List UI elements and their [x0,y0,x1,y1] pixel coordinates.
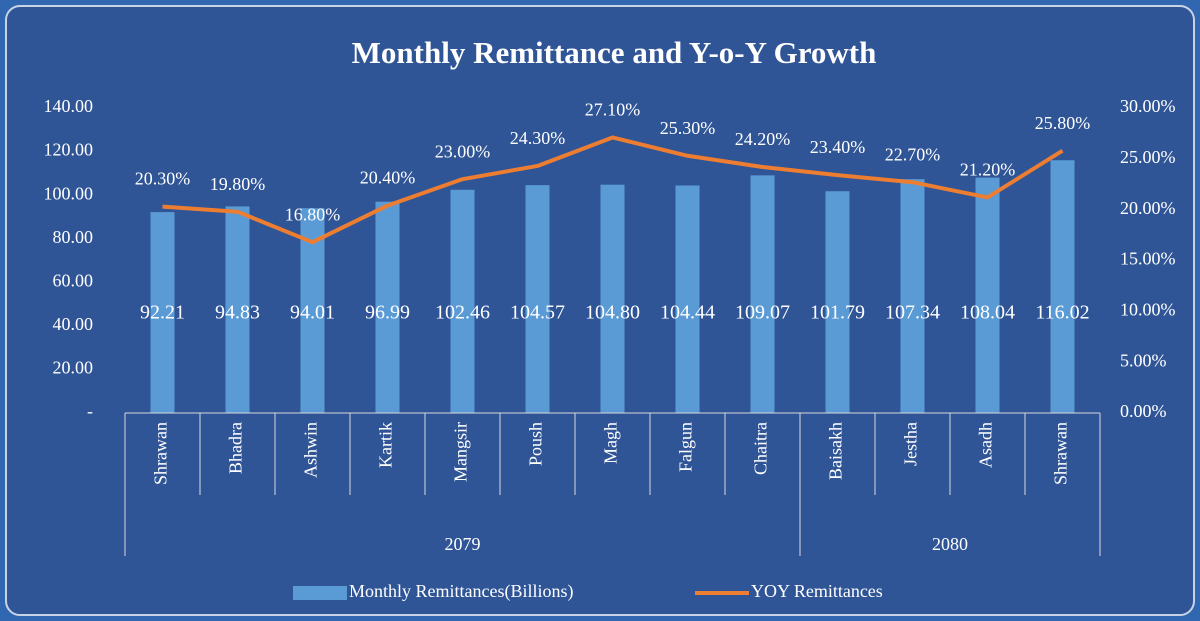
y-tick-label: 100.00 [44,183,94,203]
x-tick-label: Kartik [376,422,396,468]
y2-tick-label: 15.00% [1120,249,1176,269]
line [162,135,1064,245]
line-value-label: 24.20% [735,129,791,149]
group-label: 2080 [932,534,968,554]
bar-value-label: 109.07 [735,302,790,324]
y-tick-label: 80.00 [53,227,94,247]
bar [750,175,775,413]
y-tick-label: 20.00 [53,358,94,378]
bar [150,212,175,413]
x-tick-label: Magh [601,422,621,464]
bar-value-label: 101.79 [810,302,865,324]
bar [600,184,625,413]
bar [450,189,475,413]
bar [975,177,1000,413]
bar [375,201,400,413]
x-tick-label: Chaitra [751,422,771,475]
x-tick-label: Shrawan [1051,422,1071,485]
bar-value-label: 92.21 [140,302,185,324]
line-value-label: 24.30% [510,128,566,148]
y2-tick-label: 0.00% [1120,401,1167,421]
line-value-label: 25.30% [660,118,716,138]
y2-tick-label: 30.00% [1120,96,1176,116]
x-tick-label: Bhadra [226,422,246,474]
x-tick-label: Poush [526,422,546,466]
bar-value-label: 104.80 [585,302,640,324]
x-tick-label: Jestha [901,422,921,466]
bar-value-label: 104.44 [660,302,715,324]
legend-label: Monthly Remittances(Billions) [349,581,573,602]
y-tick-label: - [87,401,93,421]
y-tick-label: 120.00 [44,140,94,160]
y-tick-label: 140.00 [44,96,94,116]
bar-value-label: 94.83 [215,302,260,324]
y2-tick-label: 25.00% [1120,147,1176,167]
line-value-label: 23.00% [435,141,491,161]
x-tick-label: Ashwin [301,422,321,478]
line-value-label: 16.80% [285,204,341,224]
x-tick-label: Asadh [976,422,996,468]
line-value-label: 25.80% [1035,113,1091,133]
line-value-label: 27.10% [585,100,641,120]
y2-tick-label: 5.00% [1120,350,1167,370]
bar [900,179,925,413]
bar [825,191,850,413]
bar [1050,160,1075,413]
panel [5,5,1195,616]
line-value-label: 19.80% [210,174,266,194]
bar-value-label: 107.34 [885,302,940,324]
group-label: 2079 [445,534,481,554]
x-tick-label: Mangsir [451,422,471,482]
y-tick-label: 40.00 [53,314,94,334]
line-value-label: 20.30% [135,169,191,189]
legend-swatch [293,586,347,600]
y-tick-label: 60.00 [53,270,94,290]
bar-value-label: 102.46 [435,302,490,324]
bar-value-label: 108.04 [960,302,1015,324]
bar-value-label: 104.57 [510,302,565,324]
legend-label: YOY Remittances [751,581,883,601]
line-value-label: 23.40% [810,137,866,157]
bar [225,206,250,413]
bar [675,185,700,413]
x-tick-label: Falgun [676,422,696,472]
line-value-label: 22.70% [885,144,941,164]
bar-value-label: 116.02 [1035,302,1089,324]
bar [525,185,550,413]
line-value-label: 20.40% [360,168,416,188]
bar-value-label: 94.01 [290,302,335,324]
line-value-label: 21.20% [960,160,1016,180]
y2-tick-label: 20.00% [1120,198,1176,218]
x-tick-label: Shrawan [151,422,171,485]
bar-value-label: 96.99 [365,302,410,324]
y2-tick-label: 10.00% [1120,299,1176,319]
x-tick-label: Baisakh [826,422,846,480]
chart-title: Monthly Remittance and Y-o-Y Growth [352,35,877,70]
